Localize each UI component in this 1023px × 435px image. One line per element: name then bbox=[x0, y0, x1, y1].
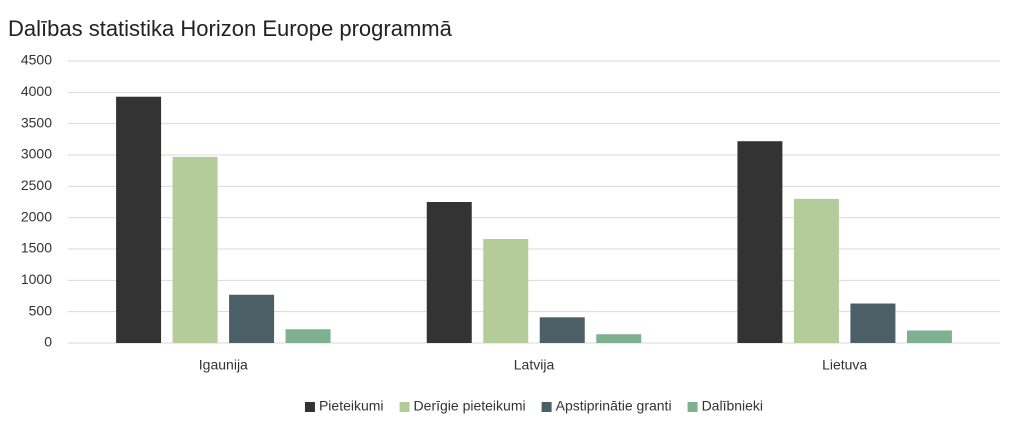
x-tick-label: Lietuva bbox=[822, 357, 867, 373]
bar bbox=[285, 329, 331, 343]
legend-swatch bbox=[541, 402, 552, 412]
x-tick-label: Igaunija bbox=[199, 357, 248, 373]
legend-swatch bbox=[304, 402, 315, 412]
bar bbox=[906, 330, 952, 343]
x-tick-label: Latvija bbox=[514, 357, 555, 373]
y-tick-label: 1000 bbox=[21, 271, 52, 287]
y-tick-label: 2500 bbox=[21, 177, 52, 193]
bar bbox=[850, 303, 896, 343]
bar bbox=[483, 238, 529, 343]
bar bbox=[172, 156, 218, 343]
y-tick-label: 0 bbox=[44, 334, 52, 350]
legend-swatch bbox=[687, 402, 698, 412]
y-tick-label: 500 bbox=[29, 302, 53, 318]
legend-label: Derīgie pieteikumi bbox=[414, 398, 526, 414]
legend-label: Apstiprinātie granti bbox=[556, 398, 672, 414]
y-tick-label: 1500 bbox=[21, 240, 52, 256]
bar bbox=[229, 294, 275, 343]
bar bbox=[793, 198, 839, 343]
bar bbox=[737, 141, 783, 343]
bar bbox=[539, 317, 585, 343]
bar bbox=[596, 334, 642, 343]
bar bbox=[116, 96, 162, 343]
legend-label: Dalībnieki bbox=[702, 398, 763, 414]
chart-title: Dalības statistika Horizon Europe progra… bbox=[8, 16, 453, 41]
y-tick-label: 3500 bbox=[21, 114, 52, 130]
y-tick-label: 4500 bbox=[21, 52, 52, 68]
y-tick-label: 3000 bbox=[21, 146, 52, 162]
legend-swatch bbox=[399, 402, 410, 412]
bar bbox=[426, 202, 472, 343]
y-tick-label: 4000 bbox=[21, 83, 52, 99]
legend-label: Pieteikumi bbox=[319, 398, 384, 414]
y-tick-label: 2000 bbox=[21, 208, 52, 224]
